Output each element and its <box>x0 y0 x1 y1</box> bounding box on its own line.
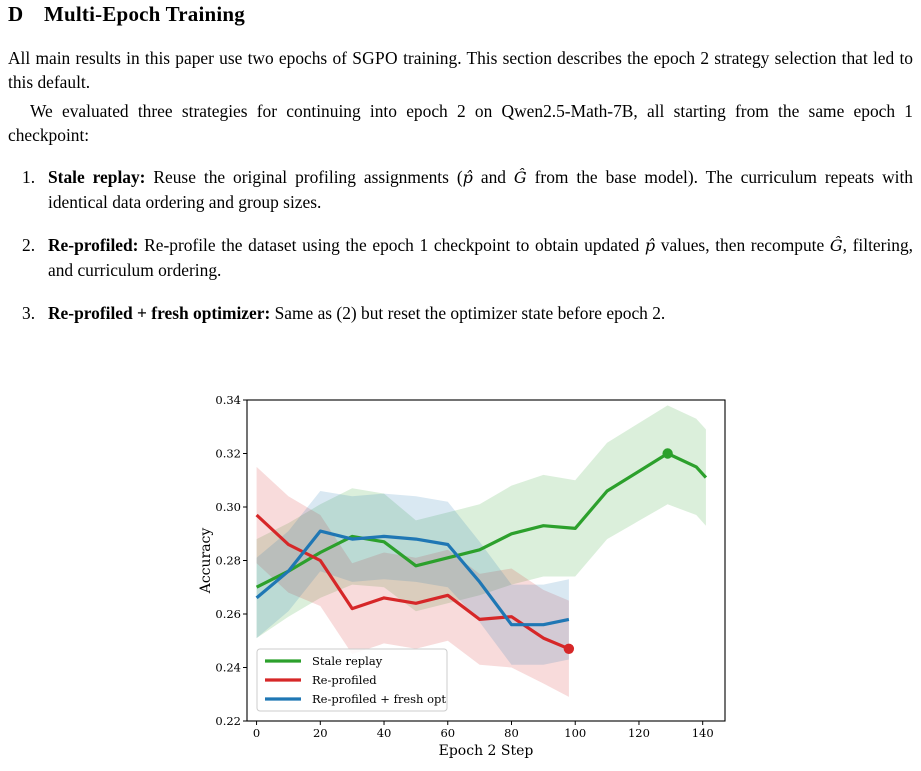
strategy-list: 1. Stale replay: Reuse the original profi… <box>22 165 914 344</box>
line-series-0 <box>255 451 708 589</box>
strategy-item-re-profiled: 2. Re-profiled: Re-profile the dataset us… <box>22 233 914 282</box>
list-marker: 2. <box>22 235 36 255</box>
method-name: SGPO <box>352 48 398 68</box>
x-tick-label: 40 <box>377 726 392 740</box>
series-lines <box>255 448 708 654</box>
y-tick-label: 0.32 <box>215 447 241 461</box>
list-marker: 1. <box>22 167 36 187</box>
band-series-1 <box>256 466 569 697</box>
y-axis-label: Accuracy <box>198 528 214 595</box>
x-tick-label: 100 <box>564 726 586 740</box>
band-series-0 <box>256 405 706 639</box>
intro-text-after: training. This section describes the epo… <box>8 48 913 92</box>
strategy-item-stale-replay: 1. Stale replay: Reuse the original profi… <box>22 165 913 214</box>
marker-series-1 <box>563 643 575 654</box>
strategy-text: Re-profile the dataset using the epoch 1… <box>138 235 645 255</box>
section-number: D <box>8 2 24 26</box>
strategy-text: Reuse the original profiling assignments… <box>145 167 463 187</box>
y-tick-label: 0.26 <box>215 607 241 621</box>
strategy-intro-paragraph: We evaluated three strategies for contin… <box>8 101 913 145</box>
strategy-text: and <box>472 167 514 187</box>
x-axis-label: Epoch 2 Step <box>439 743 534 759</box>
section-title: Multi-Epoch Training <box>44 2 246 26</box>
x-tick-label: 0 <box>253 726 260 740</box>
intro-paragraph: All main results in this paper use two e… <box>8 46 913 94</box>
strategy-item-fresh-optimizer: 3. Re-profiled + fresh optimizer: Same as… <box>22 301 913 325</box>
strategy-name: Re-profiled: <box>48 235 139 255</box>
accuracy-line-chart: 0 20 40 60 80 100 120 140 0.22 0.24 0.26 0.28 0.30 0.… <box>198 393 726 759</box>
y-tick-label: 0.28 <box>215 554 241 568</box>
legend-label-2: Re-profiled + fresh opt <box>312 692 446 706</box>
p-hat-symbol: p̂ <box>644 236 656 255</box>
y-tick-label: 0.24 <box>215 661 241 675</box>
strategy-text: values, then recompute <box>655 235 830 255</box>
p-hat-symbol: p̂ <box>462 168 473 187</box>
section-heading: D Multi-Epoch Training <box>8 2 245 27</box>
list-marker: 3. <box>22 303 36 323</box>
x-tick-label: 80 <box>504 726 519 740</box>
y-tick-label: 0.22 <box>215 714 241 728</box>
y-tick-label: 0.34 <box>215 393 241 407</box>
legend-box <box>256 648 448 712</box>
chart-legend: Stale replay Re-profiled Re-profiled + fre… <box>256 648 448 712</box>
marker-series-0 <box>662 448 673 459</box>
g-hat-symbol: Ĝ <box>513 168 527 187</box>
x-tick-label: 140 <box>692 726 714 740</box>
x-tick-label: 20 <box>313 726 328 740</box>
legend-label-0: Stale replay <box>312 654 383 668</box>
intro-text-before: All main results in this paper use two e… <box>8 48 353 68</box>
x-tick-label: 60 <box>440 726 455 740</box>
chart-axes: 0 20 40 60 80 100 120 140 0.22 0.24 0.26 0.28 0.30 0.… <box>198 393 726 759</box>
strategy-text: from the base model). The curriculum rep… <box>48 167 913 212</box>
y-tick-label: 0.30 <box>215 500 241 514</box>
x-tick-label: 120 <box>628 726 650 740</box>
legend-label-1: Re-profiled <box>312 673 377 687</box>
g-hat-symbol: Ĝ <box>829 236 843 255</box>
strategy-text: Same as (2) but reset the optimizer stat… <box>270 303 666 323</box>
strategy-name: Re-profiled + fresh optimizer: <box>48 303 271 323</box>
strategy-text: , filtering, and curriculum ordering. <box>48 235 914 280</box>
strategy-name: Stale replay: <box>48 167 146 187</box>
